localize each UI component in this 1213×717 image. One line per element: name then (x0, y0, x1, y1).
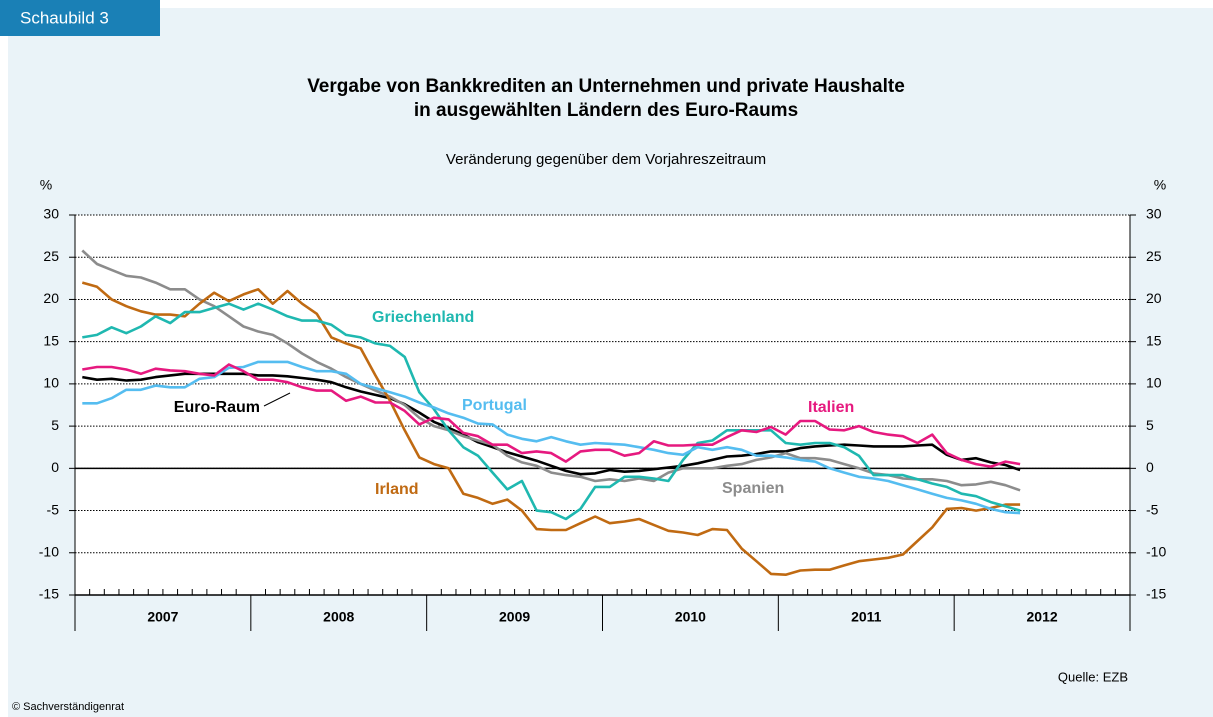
y2-tick-label: 10 (1146, 375, 1162, 391)
y2-tick-label: 20 (1146, 290, 1162, 306)
chart-title: in ausgewählten Ländern des Euro-Raums (414, 100, 798, 121)
y-tick-label: -10 (39, 543, 59, 559)
y2-tick-label: 30 (1146, 206, 1162, 222)
badge: Schaubild 3 (20, 8, 109, 27)
series-label: Italien (808, 399, 854, 416)
y2-tick-label: -10 (1146, 543, 1166, 559)
chart-title: Vergabe von Bankkrediten an Unternehmen … (307, 76, 905, 97)
y-tick-label: 30 (43, 206, 59, 222)
series-line (82, 363, 1021, 468)
series-line (81, 281, 1021, 576)
y-tick-label: -5 (47, 501, 60, 517)
y2-tick-label: 0 (1146, 459, 1154, 475)
footer: © Sachverständigenrat (12, 701, 124, 713)
x-tick-label: 2008 (323, 609, 354, 625)
series-label: Spanien (722, 480, 784, 497)
series-label: Griechenland (372, 309, 474, 326)
y-tick-label: 10 (43, 375, 59, 391)
y-tick-label: 15 (43, 332, 59, 348)
series-label: Euro-Raum (174, 399, 260, 416)
x-tick-label: 2007 (147, 609, 178, 625)
y-tick-label: 25 (43, 248, 59, 264)
subtitle: Veränderung gegenüber dem Vorjahreszeitr… (446, 151, 766, 168)
y-tick-label: 5 (51, 417, 59, 433)
label-leader (263, 392, 291, 407)
series-label: Portugal (462, 397, 527, 414)
y2-tick-label: 15 (1146, 332, 1162, 348)
x-tick-label: 2010 (675, 609, 706, 625)
y2-tick-label: 25 (1146, 248, 1162, 264)
series-label: Irland (375, 481, 419, 498)
y-tick-label: -15 (39, 586, 59, 602)
y2-unit: % (1154, 177, 1166, 193)
y2-tick-label: -15 (1146, 586, 1166, 602)
y-tick-label: 20 (43, 290, 59, 306)
x-tick-label: 2009 (499, 609, 530, 625)
y-unit: % (40, 177, 52, 193)
series-line (81, 249, 1021, 492)
y2-tick-label: -5 (1146, 501, 1159, 517)
badge-box (0, 0, 160, 36)
series-line (82, 302, 1021, 521)
y-tick-label: 0 (51, 459, 59, 475)
y2-tick-label: 5 (1146, 417, 1154, 433)
x-tick-label: 2011 (851, 609, 882, 625)
x-tick-label: 2012 (1027, 609, 1058, 625)
plot-area (75, 215, 1130, 595)
source: Quelle: EZB (1058, 669, 1128, 684)
series-line (82, 360, 1021, 515)
series-line (82, 372, 1021, 476)
